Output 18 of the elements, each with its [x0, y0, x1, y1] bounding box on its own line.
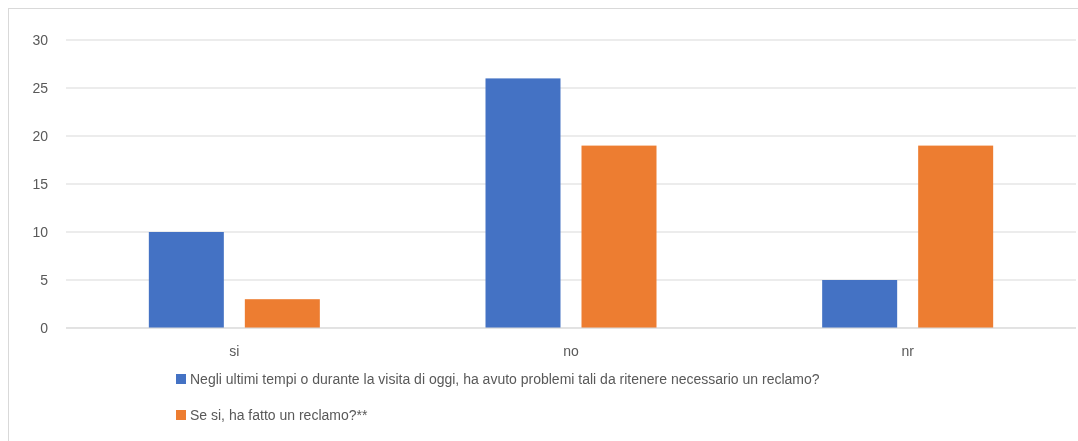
x-tick-label: nr [901, 343, 915, 359]
bar [581, 145, 657, 328]
y-tick-label: 30 [32, 31, 49, 48]
bar [822, 280, 898, 328]
bar [148, 232, 224, 328]
bar [244, 299, 320, 328]
y-tick-label: 5 [40, 271, 49, 288]
bar [918, 145, 994, 328]
y-tick-label: 20 [32, 127, 49, 144]
x-tick-label: no [563, 343, 579, 359]
y-tick-label: 15 [32, 175, 49, 192]
y-tick-label: 25 [32, 79, 49, 96]
legend-label: Se si, ha fatto un reclamo?** [190, 407, 368, 423]
x-tick-label: si [229, 343, 240, 359]
y-tick-label: 0 [40, 319, 49, 336]
legend-label: Negli ultimi tempi o durante la visita di oggi, ha avuto problemi tali da ritenere necessario un reclamo? [190, 371, 820, 387]
y-tick-label: 10 [32, 223, 49, 240]
bar [485, 78, 561, 328]
